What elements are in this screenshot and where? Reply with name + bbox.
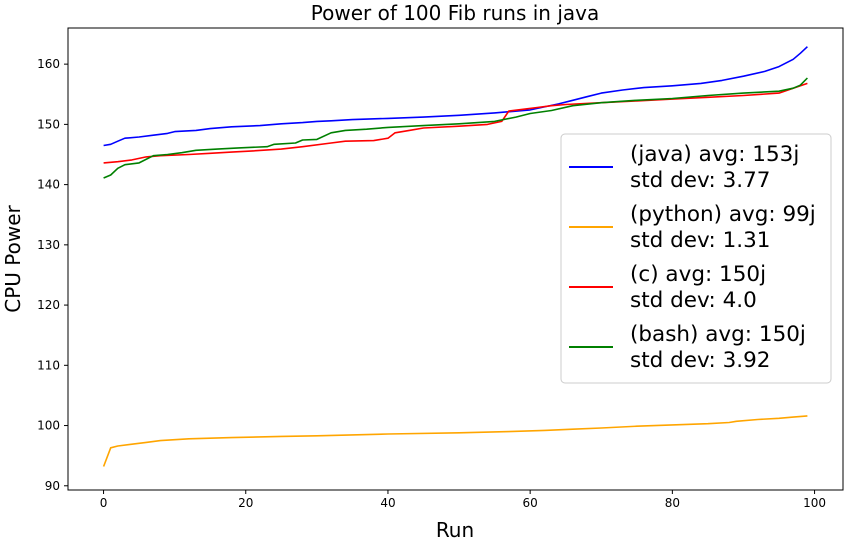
y-tick-label: 120 xyxy=(37,298,60,312)
legend-label: std dev: 1.31 xyxy=(630,228,771,253)
legend-label: (c) avg: 150j xyxy=(630,262,766,287)
legend-label: std dev: 4.0 xyxy=(630,288,757,313)
legend-box xyxy=(560,133,832,384)
y-axis: 90 100 110 120 130 140 150 160 xyxy=(37,57,68,493)
series-group xyxy=(102,46,808,467)
series-line-0 xyxy=(103,46,808,147)
x-tick-label: 0 xyxy=(100,496,108,510)
legend-label: (java) avg: 153j xyxy=(630,142,799,167)
chart-title: Power of 100 Fib runs in java xyxy=(311,1,600,25)
y-tick-label: 100 xyxy=(37,419,60,433)
x-axis: 0 20 40 60 80 100 xyxy=(100,490,826,510)
legend-label: std dev: 3.77 xyxy=(630,168,771,193)
legend-label: std dev: 3.92 xyxy=(630,348,771,373)
x-tick-label: 60 xyxy=(523,496,538,510)
y-axis-title: CPU Power xyxy=(1,204,25,312)
x-tick-label: 40 xyxy=(380,496,395,510)
legend-label: (python) avg: 99j xyxy=(630,202,816,227)
series-line-3 xyxy=(103,77,808,179)
y-tick-label: 90 xyxy=(45,479,60,493)
y-tick-label: 110 xyxy=(37,358,60,372)
series-line-1 xyxy=(102,415,808,467)
y-tick-label: 150 xyxy=(37,117,60,131)
legend-label: (bash) avg: 150j xyxy=(630,322,806,347)
x-axis-title: Run xyxy=(436,518,474,541)
x-tick-label: 100 xyxy=(803,496,826,510)
x-tick-label: 20 xyxy=(238,496,253,510)
plot-frame xyxy=(67,27,844,491)
y-tick-label: 140 xyxy=(37,178,60,192)
y-tick-label: 160 xyxy=(37,57,60,71)
plot-area xyxy=(67,27,844,491)
x-tick-label: 80 xyxy=(665,496,680,510)
y-tick-label: 130 xyxy=(37,238,60,252)
